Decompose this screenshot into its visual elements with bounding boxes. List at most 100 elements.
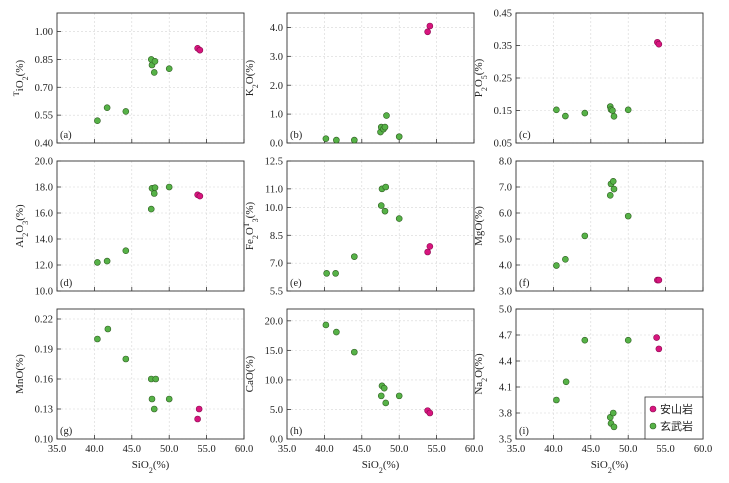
basalt-point <box>553 396 560 404</box>
andesite-point <box>196 192 204 200</box>
basalt-point <box>150 190 158 197</box>
basalt-point <box>122 247 130 254</box>
basalt-point <box>380 384 388 392</box>
basalt-point <box>624 106 632 114</box>
y-axis-label: Fe2OT3(%) <box>242 202 260 251</box>
y-tick-label: 5.5 <box>270 287 283 298</box>
basalt-point <box>332 270 339 277</box>
y-tick-label: 4.0 <box>270 23 283 34</box>
y-axis-label: K2O(%) <box>244 59 260 96</box>
y-tick-label: 14.0 <box>35 235 53 246</box>
basalt-point <box>322 135 330 142</box>
panel-f: 3.0 4.0 5.0 6.0 7.0 8.0 MgO(%) (f) <box>473 157 704 298</box>
y-tick-label: 4.1 <box>499 383 512 394</box>
y-axis-label: CaO(%) <box>244 355 256 392</box>
basalt-point <box>333 328 340 336</box>
basalt-point <box>382 183 390 191</box>
basalt-point <box>395 133 403 140</box>
y-tick-label: 11.0 <box>265 184 283 195</box>
y-tick-label: 5.0 <box>499 235 512 246</box>
y-tick-label: 3.5 <box>499 435 512 446</box>
legend-marker <box>649 422 657 430</box>
x-tick-label: 40.0 <box>544 444 562 455</box>
x-tick-label: 40.0 <box>85 444 103 455</box>
andesite-point <box>653 334 660 341</box>
basalt-point <box>94 335 101 343</box>
andesite-point <box>655 40 663 48</box>
basalt-point <box>148 395 156 403</box>
y-tick-label: 0.70 <box>35 83 53 94</box>
plot-frame <box>56 12 245 144</box>
y-tick-label: 12.0 <box>35 261 53 272</box>
basalt-point <box>562 112 569 120</box>
y-tick-label: 0.0 <box>270 435 283 446</box>
basalt-point <box>151 57 159 65</box>
x-axis-label: SiO2(%) <box>362 459 400 475</box>
basalt-point <box>624 336 632 344</box>
basalt-point <box>152 375 160 383</box>
basalt-point <box>165 65 173 73</box>
panel-g: 0.10 0.13 0.16 0.19 0.22 35.0 40.0 45.0 50.0 55.0… <box>14 308 253 475</box>
y-axis-label: Al2O3(%) <box>14 204 30 248</box>
y-tick-label: 7.0 <box>270 259 283 270</box>
basalt-point <box>351 253 358 260</box>
andesite-point <box>655 345 663 353</box>
plot-frame <box>286 308 475 440</box>
basalt-point <box>103 257 111 265</box>
panel-label: (h) <box>290 426 303 437</box>
y-tick-label: 3.0 <box>270 52 283 63</box>
x-tick-label: 45.0 <box>582 444 600 455</box>
basalt-point <box>94 259 101 266</box>
x-tick-label: 55.0 <box>427 444 445 455</box>
basalt-point <box>581 109 589 117</box>
andesite-point <box>426 243 434 250</box>
basalt-point <box>609 107 616 114</box>
y-axis-label: MnO(%) <box>14 354 26 394</box>
y-axis-label: Na2O(%) <box>473 353 489 395</box>
plot-frame <box>515 308 704 440</box>
basalt-point <box>351 136 358 144</box>
x-tick-label: 35.0 <box>48 444 66 455</box>
y-tick-label: 16.0 <box>35 209 53 220</box>
plot-frame <box>286 12 475 144</box>
panel-label: (i) <box>519 426 529 437</box>
y-tick-label: 1.0 <box>270 110 283 121</box>
basalt-point <box>395 215 403 222</box>
basalt-point <box>333 136 340 144</box>
y-tick-label: 1.00 <box>35 27 53 38</box>
andesite-point <box>424 28 431 36</box>
basalt-point <box>395 392 403 400</box>
basalt-point <box>165 183 173 191</box>
basalt-point <box>351 348 358 356</box>
basalt-point <box>94 117 101 125</box>
x-axis-label: SiO2(%) <box>591 459 629 475</box>
panel-label: (a) <box>60 130 72 141</box>
panel-d: 10.0 12.0 14.0 16.0 18.0 20.0 Al2O3(%) (d) <box>14 157 245 298</box>
andesite-point <box>426 22 434 30</box>
y-tick-label: 5.0 <box>499 305 512 316</box>
basalt-point <box>377 202 385 209</box>
basalt-point <box>610 113 618 120</box>
basalt-point <box>610 185 618 193</box>
plot-frame <box>286 160 475 292</box>
andesite-point <box>195 405 203 413</box>
x-tick-label: 60.0 <box>465 444 483 455</box>
andesite-point <box>655 276 663 284</box>
x-tick-label: 45.0 <box>353 444 371 455</box>
basalt-point <box>322 321 330 329</box>
x-tick-label: 35.0 <box>507 444 525 455</box>
basalt-point <box>609 177 617 185</box>
plot-frame <box>56 160 245 292</box>
y-tick-label: 0.22 <box>35 315 53 326</box>
y-tick-label: 8.0 <box>499 157 512 168</box>
y-tick-label: 4.4 <box>499 357 513 368</box>
y-tick-label: 0.40 <box>35 139 53 150</box>
y-tick-label: 12.5 <box>265 157 283 168</box>
basalt-point <box>610 423 618 431</box>
basalt-point <box>151 184 159 191</box>
basalt-point <box>581 232 589 240</box>
basalt-point <box>377 392 385 400</box>
